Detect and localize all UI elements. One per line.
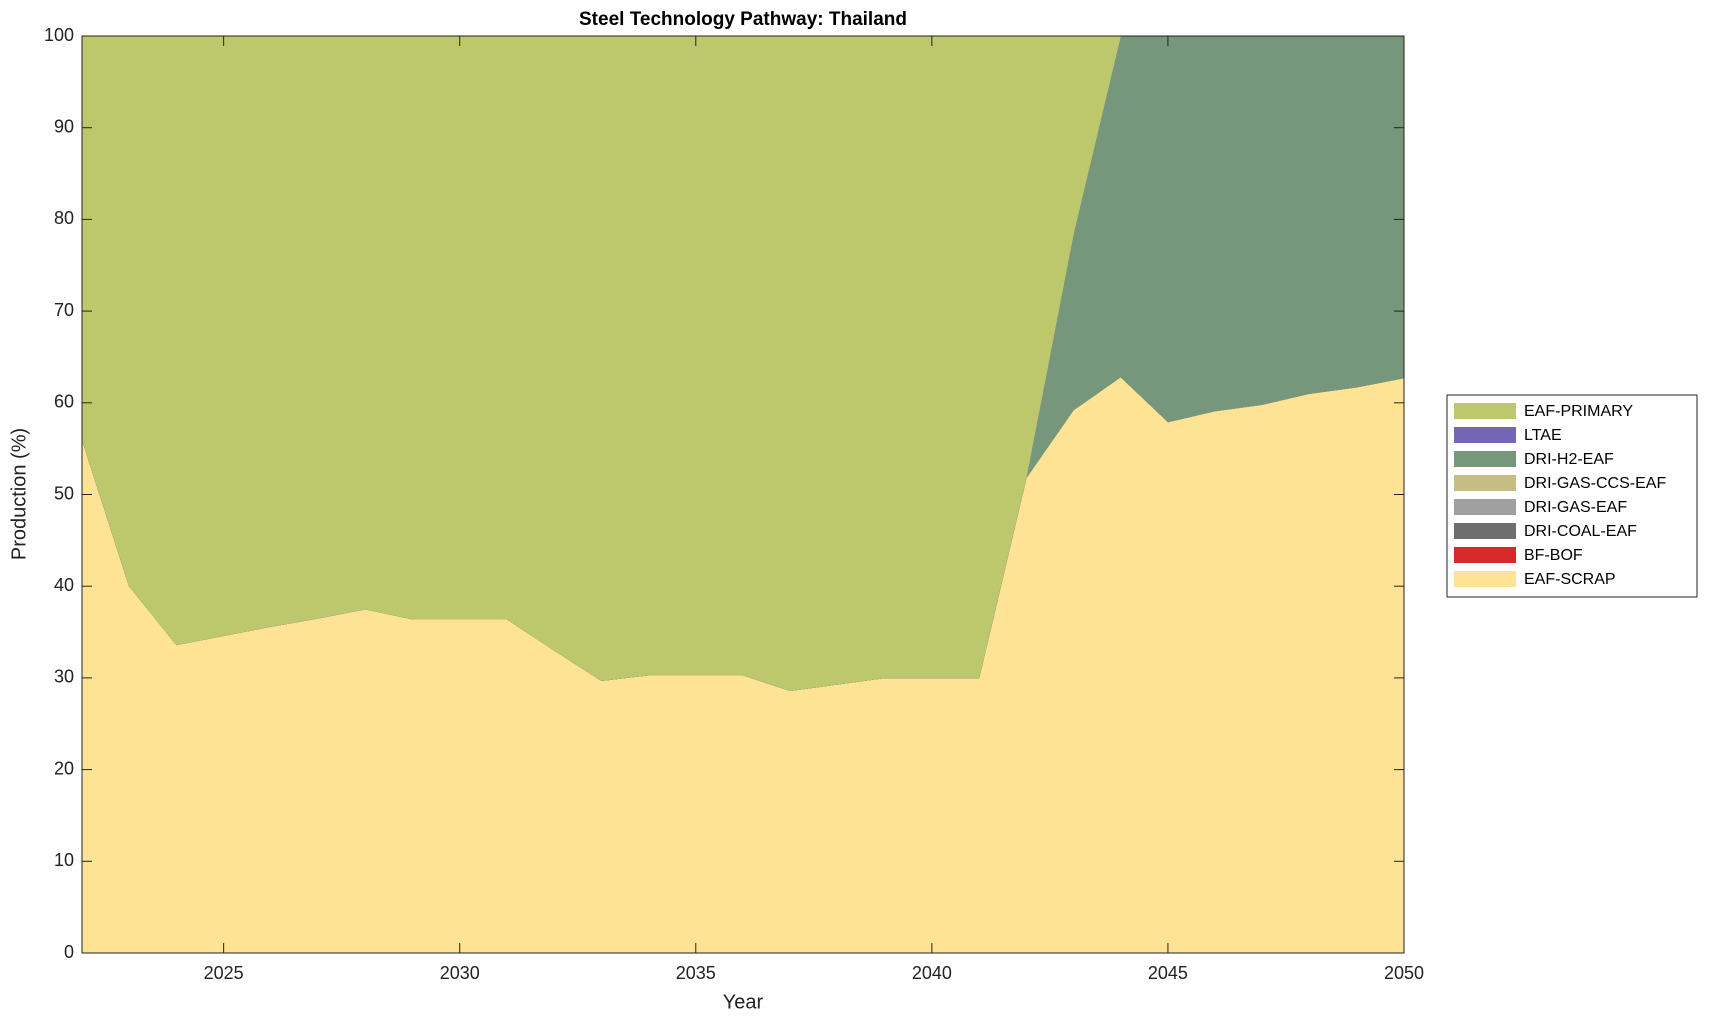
x-tick-label: 2050 (1384, 963, 1424, 983)
x-axis-label: Year (723, 991, 764, 1013)
x-tick-label: 2030 (440, 963, 480, 983)
legend-label: DRI-H2-EAF (1524, 451, 1614, 468)
y-tick-label: 70 (54, 300, 74, 320)
x-tick-label: 2040 (912, 963, 952, 983)
legend-label: EAF-PRIMARY (1524, 403, 1633, 420)
y-tick-label: 0 (64, 942, 74, 962)
y-tick-label: 10 (54, 850, 74, 870)
x-tick-label: 2035 (676, 963, 716, 983)
legend-swatch (1454, 571, 1516, 587)
legend-swatch (1454, 451, 1516, 467)
legend-label: DRI-COAL-EAF (1524, 523, 1637, 540)
y-tick-label: 20 (54, 758, 74, 778)
x-tick-label: 2025 (204, 963, 244, 983)
legend-label: DRI-GAS-CCS-EAF (1524, 475, 1666, 492)
legend-swatch (1454, 499, 1516, 515)
legend-label: LTAE (1524, 427, 1562, 444)
legend-swatch (1454, 475, 1516, 491)
legend-swatch (1454, 523, 1516, 539)
legend-label: EAF-SCRAP (1524, 571, 1616, 588)
y-tick-label: 90 (54, 116, 74, 136)
y-tick-label: 100 (44, 25, 74, 45)
legend-swatch (1454, 547, 1516, 563)
y-tick-label: 80 (54, 208, 74, 228)
y-tick-label: 40 (54, 575, 74, 595)
legend-box (1446, 394, 1698, 598)
y-tick-label: 50 (54, 483, 74, 503)
y-tick-label: 60 (54, 392, 74, 412)
legend-swatch (1454, 427, 1516, 443)
chart-title: Steel Technology Pathway: Thailand (579, 9, 907, 30)
y-axis-label: Production (%) (8, 428, 30, 560)
legend-label: BF-BOF (1524, 547, 1583, 564)
y-tick-label: 30 (54, 667, 74, 687)
legend-label: DRI-GAS-EAF (1524, 499, 1627, 516)
legend-swatch (1454, 403, 1516, 419)
x-tick-label: 2045 (1148, 963, 1188, 983)
